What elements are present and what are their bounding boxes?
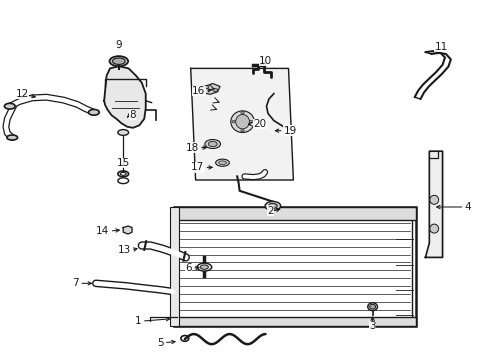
Text: 9: 9 — [115, 40, 122, 50]
Ellipse shape — [429, 195, 438, 204]
Ellipse shape — [118, 130, 128, 135]
Bar — [169, 207, 179, 326]
Polygon shape — [123, 226, 132, 234]
Text: 13: 13 — [118, 245, 131, 255]
Ellipse shape — [200, 265, 208, 269]
Ellipse shape — [264, 202, 280, 210]
Ellipse shape — [367, 303, 377, 311]
Text: 16: 16 — [192, 86, 205, 96]
Text: 17: 17 — [191, 162, 204, 172]
Ellipse shape — [230, 111, 254, 132]
Ellipse shape — [197, 263, 211, 271]
Polygon shape — [425, 151, 442, 257]
Ellipse shape — [240, 130, 244, 132]
Text: 18: 18 — [185, 143, 199, 153]
Ellipse shape — [218, 161, 226, 165]
Polygon shape — [199, 84, 220, 94]
Ellipse shape — [88, 109, 99, 115]
Ellipse shape — [235, 114, 249, 129]
Bar — [173, 317, 415, 326]
Text: 10: 10 — [259, 56, 271, 66]
Ellipse shape — [212, 89, 217, 91]
Text: 11: 11 — [433, 42, 447, 52]
Text: 2: 2 — [266, 206, 273, 216]
Ellipse shape — [231, 120, 235, 123]
Ellipse shape — [4, 103, 15, 109]
Ellipse shape — [369, 305, 375, 309]
Ellipse shape — [429, 224, 438, 233]
Polygon shape — [190, 68, 293, 180]
Ellipse shape — [208, 141, 217, 147]
Bar — [173, 207, 415, 326]
Text: 8: 8 — [129, 110, 136, 120]
Ellipse shape — [109, 56, 128, 66]
Text: 15: 15 — [116, 158, 130, 168]
Bar — [177, 210, 411, 322]
Text: 1: 1 — [135, 316, 142, 326]
Text: 5: 5 — [157, 338, 163, 348]
Text: 7: 7 — [72, 278, 79, 288]
Ellipse shape — [204, 139, 220, 148]
Text: 12: 12 — [15, 89, 29, 99]
Ellipse shape — [112, 58, 125, 64]
Text: 6: 6 — [185, 263, 192, 273]
Ellipse shape — [203, 86, 208, 89]
Text: 4: 4 — [464, 202, 470, 212]
Ellipse shape — [7, 135, 18, 140]
Ellipse shape — [268, 203, 277, 208]
Text: 19: 19 — [283, 126, 296, 136]
Bar — [173, 207, 415, 220]
Text: 3: 3 — [368, 321, 375, 331]
Text: 20: 20 — [253, 119, 266, 129]
Ellipse shape — [240, 111, 244, 114]
Ellipse shape — [215, 159, 229, 166]
Ellipse shape — [249, 120, 253, 123]
Text: 14: 14 — [96, 226, 109, 236]
Polygon shape — [104, 66, 145, 128]
